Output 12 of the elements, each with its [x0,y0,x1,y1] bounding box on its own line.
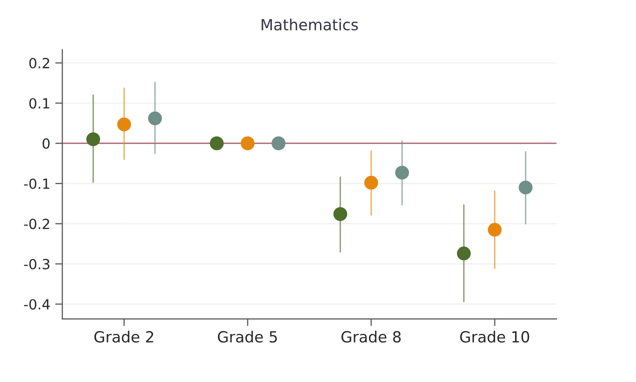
x-tick-label: Grade 8 [341,330,401,343]
y-tick-label: 0.2 [29,58,50,68]
y-tick-label: -0.3 [24,258,50,270]
y-tick-label: 0 [42,138,50,149]
x-tick-label: Grade 2 [94,330,154,343]
y-tick-label: 0.1 [29,98,50,109]
x-tick-label: Grade 10 [460,330,530,343]
chart-title: Mathematics [262,18,358,30]
x-tick-label: Grade 5 [218,330,277,343]
y-tick-label: -0.1 [24,178,50,189]
y-tick-label: -0.4 [24,299,50,310]
y-tick-label: -0.2 [24,218,50,230]
